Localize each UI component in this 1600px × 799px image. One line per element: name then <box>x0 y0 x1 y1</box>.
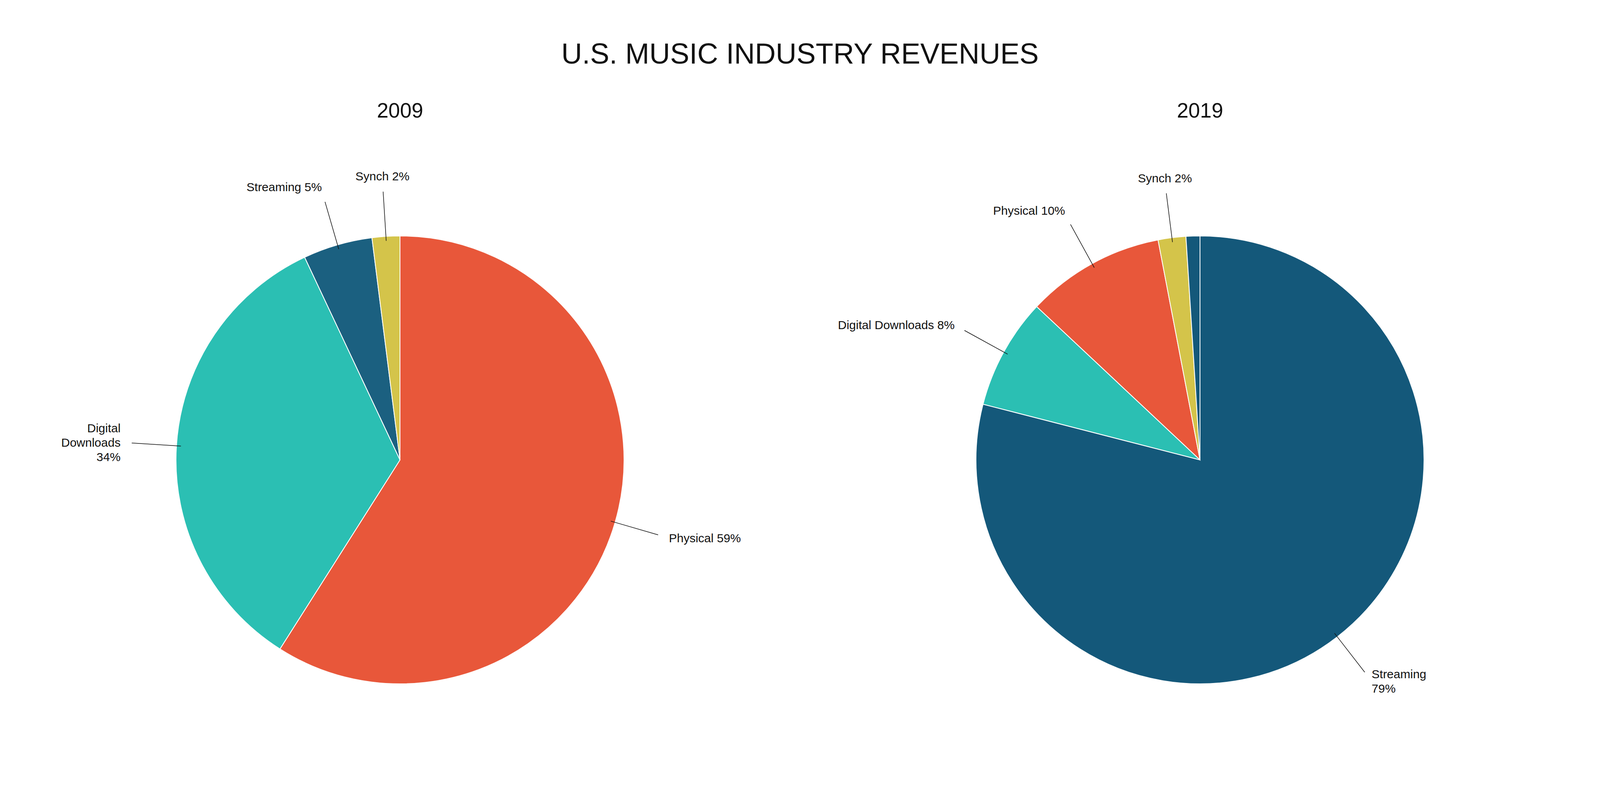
leader-line <box>1166 193 1173 242</box>
annotation-line: Streaming 5% <box>246 180 322 194</box>
annotation: Streaming 5% <box>246 180 322 194</box>
annotation: DigitalDownloads34% <box>61 421 121 464</box>
chart-title: 2019 <box>1176 98 1224 122</box>
chart-root: U.S. MUSIC INDUSTRY REVENUES 2009 Physical… <box>0 0 1600 799</box>
annotation: Digital Downloads 8% <box>838 318 955 332</box>
annotation-line: Synch 2% <box>355 169 410 183</box>
annotations: Physical 59% DigitalDownloads34% Streaming… <box>61 169 741 545</box>
chart-title: 2009 <box>376 98 424 122</box>
pie-chart: 2009 Physical 59% DigitalDownloads34% Strea… <box>61 98 741 684</box>
annotations: Streaming79% Digital Downloads 8% Physical… <box>838 171 1427 696</box>
leader-line <box>131 443 181 447</box>
leader-line <box>610 521 658 535</box>
annotation-line: Digital <box>87 421 121 435</box>
annotation-line: Synch 2% <box>1138 171 1192 185</box>
pie-slice <box>1186 236 1200 460</box>
annotation-line: Downloads <box>61 436 121 450</box>
annotation: Physical 10% <box>993 204 1066 218</box>
annotation-line: Digital Downloads 8% <box>838 318 955 332</box>
pie-slice <box>976 236 1424 684</box>
annotation-line: Physical 10% <box>993 204 1066 218</box>
slices <box>176 236 624 684</box>
annotation-line: 34% <box>96 450 121 464</box>
leader-line <box>325 202 339 250</box>
slices <box>976 236 1424 684</box>
annotation-line: Physical 59% <box>668 531 741 545</box>
annotation-line: Streaming <box>1371 667 1427 681</box>
leader-line <box>1334 633 1365 673</box>
annotation: Physical 59% <box>668 531 741 545</box>
annotation: Streaming79% <box>1371 667 1427 696</box>
annotation: Synch 2% <box>355 169 410 183</box>
title: U.S. MUSIC INDUSTRY REVENUES <box>561 37 1039 70</box>
leader-line <box>964 330 1008 354</box>
annotation-line: 79% <box>1371 682 1396 696</box>
annotation: Synch 2% <box>1138 171 1192 185</box>
pie-chart: 2019 Streaming79% Digital Downloads 8% Phys… <box>838 98 1427 696</box>
leader-line <box>383 191 387 241</box>
leader-line <box>1070 224 1094 268</box>
pie-slice <box>372 236 400 460</box>
